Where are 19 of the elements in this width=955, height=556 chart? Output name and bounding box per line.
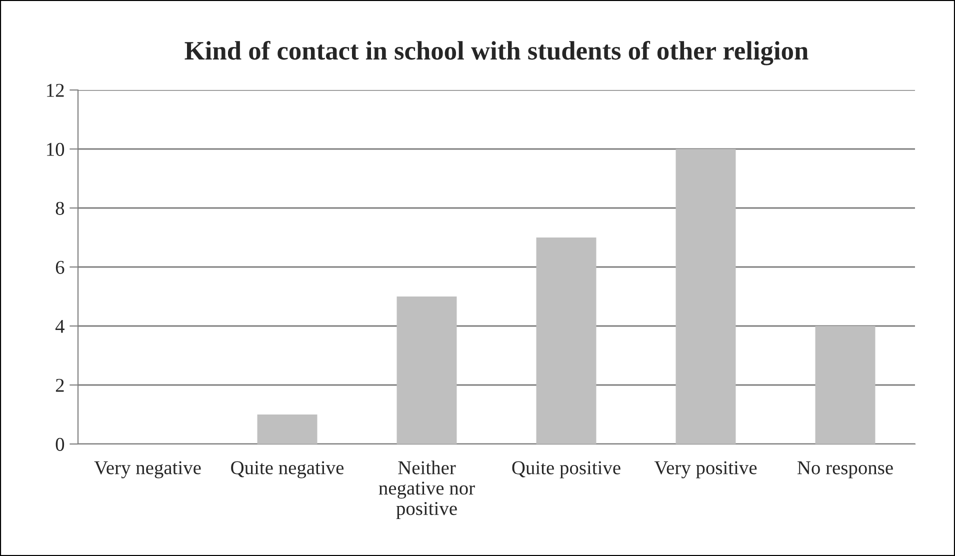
bar [396,296,457,444]
y-tick-label: 12 [47,84,64,97]
x-tick-label: Very positive [654,461,757,478]
x-tick-label: Quite negative [231,461,344,478]
x-tick-label: No response [797,461,893,478]
bar [257,414,318,444]
y-tick-label: 4 [55,320,64,333]
bar [536,238,596,444]
x-tick-label: Neither negative nor positive [378,460,475,520]
y-tick-label: 6 [56,260,64,274]
x-tick-label: Quite positive [512,461,620,478]
y-tick-label: 8 [56,202,64,215]
bar [676,149,736,444]
bar [815,326,876,444]
chart-title: Kind of contact in school with students of other religion [184,40,808,66]
y-tick-label: 10 [47,142,64,156]
y-tick-label: 2 [56,378,64,392]
y-tick-label: 0 [56,438,64,451]
x-tick-label: Very negative [94,461,201,478]
